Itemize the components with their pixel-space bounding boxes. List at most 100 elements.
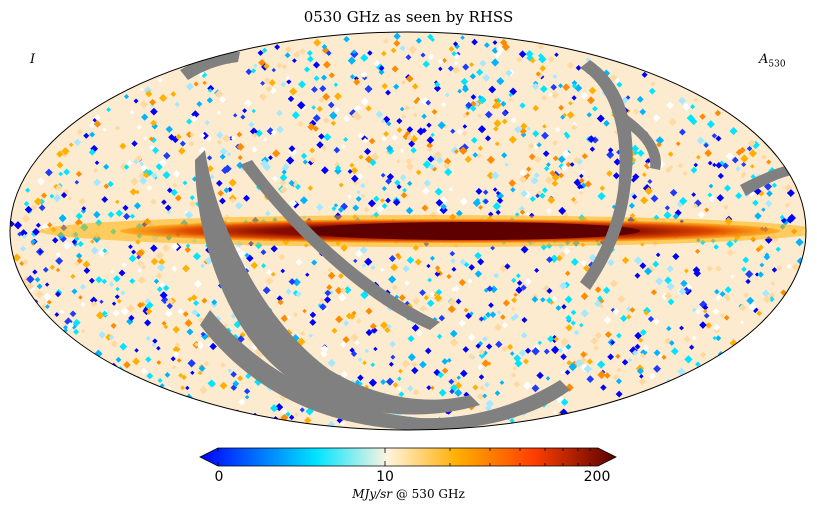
noise-pixel [411, 361, 418, 368]
noise-pixel [190, 370, 195, 375]
noise-pixel [512, 365, 517, 371]
noise-pixel [650, 289, 658, 296]
noise-pixel [404, 104, 410, 111]
noise-pixel [668, 340, 675, 346]
noise-pixel [280, 81, 287, 88]
noise-pixel [265, 277, 274, 286]
noise-pixel [291, 111, 300, 120]
noise-pixel [265, 269, 273, 276]
noise-pixel [633, 150, 639, 156]
noise-pixel [496, 77, 505, 86]
noise-pixel [784, 202, 791, 208]
noise-pixel [492, 40, 498, 45]
noise-pixel [296, 101, 306, 110]
noise-pixel [298, 80, 307, 89]
noise-pixel [406, 162, 414, 171]
noise-pixel [546, 297, 553, 304]
units-rest: @ 530 GHz [392, 487, 465, 501]
noise-pixel [378, 65, 385, 72]
noise-pixel [326, 284, 333, 291]
noise-pixel [401, 80, 407, 85]
noise-pixel [419, 360, 427, 369]
noise-pixel [594, 286, 602, 293]
noise-pixel [368, 137, 376, 145]
noise-pixel [451, 50, 457, 57]
noise-pixel [381, 203, 388, 209]
noise-pixel [470, 94, 477, 100]
noise-pixel [75, 212, 83, 220]
noise-pixel [302, 308, 307, 314]
noise-pixel [719, 290, 726, 298]
noise-pixel [656, 141, 662, 148]
noise-pixel [171, 265, 178, 272]
noise-pixel [180, 385, 185, 391]
noise-pixel [494, 390, 501, 396]
noise-pixel [150, 198, 157, 205]
noise-pixel [743, 291, 750, 298]
noise-pixel [462, 131, 468, 136]
noise-pixel [440, 203, 447, 211]
noise-pixel [214, 89, 223, 98]
noise-pixel [436, 269, 441, 274]
noise-pixel [194, 279, 203, 288]
noise-pixel [362, 360, 367, 366]
noise-pixel [470, 105, 477, 112]
noise-pixel [708, 195, 716, 203]
noise-pixel [609, 279, 618, 288]
noise-pixel [509, 351, 515, 356]
noise-pixel [652, 260, 660, 268]
noise-pixel [433, 150, 443, 160]
noise-pixel [499, 380, 505, 385]
noise-pixel [327, 358, 336, 368]
noise-pixel [41, 192, 47, 199]
noise-pixel [385, 177, 392, 185]
noise-pixel [380, 172, 386, 178]
noise-pixel [270, 404, 279, 413]
noise-pixel [381, 186, 387, 192]
noise-pixel [426, 142, 433, 149]
noise-pixel [723, 204, 729, 210]
noise-pixel [158, 281, 166, 289]
noise-pixel [566, 360, 573, 366]
noise-pixel [580, 259, 587, 266]
noise-pixel [129, 188, 137, 196]
noise-pixel [438, 388, 447, 397]
noise-pixel [145, 90, 153, 98]
noise-pixel [121, 262, 127, 268]
noise-pixel [661, 354, 667, 360]
noise-pixel [449, 338, 459, 347]
noise-pixel [397, 376, 402, 382]
noise-pixel [407, 385, 414, 392]
noise-pixel [365, 307, 373, 315]
noise-pixel [179, 140, 186, 147]
noise-pixel [416, 329, 423, 337]
noise-pixel [364, 84, 373, 94]
noise-pixel [520, 332, 528, 339]
noise-pixel [529, 57, 536, 64]
noise-pixel [559, 281, 568, 290]
noise-pixel [665, 166, 672, 174]
noise-pixel [131, 249, 137, 255]
noise-pixel [752, 199, 759, 207]
noise-pixel [285, 411, 291, 417]
noise-pixel [206, 136, 212, 142]
noise-pixel [754, 272, 760, 277]
noise-pixel [226, 152, 232, 157]
noise-pixel [647, 315, 655, 323]
noise-pixel [354, 340, 360, 346]
noise-pixel [161, 320, 167, 326]
noise-pixel [634, 272, 641, 279]
noise-pixel [678, 287, 687, 296]
noise-pixel [541, 95, 548, 101]
noise-pixel [693, 162, 699, 168]
noise-pixel [357, 132, 364, 139]
noise-pixel [693, 97, 699, 103]
noise-pixel [518, 50, 527, 58]
component-label: A530 [759, 52, 786, 70]
noise-pixel [165, 297, 175, 307]
noise-pixel [339, 420, 346, 427]
noise-pixel [223, 323, 229, 328]
noise-pixel [327, 267, 333, 273]
noise-pixel [504, 263, 511, 270]
colorbar-min-label: 0 [214, 469, 224, 485]
